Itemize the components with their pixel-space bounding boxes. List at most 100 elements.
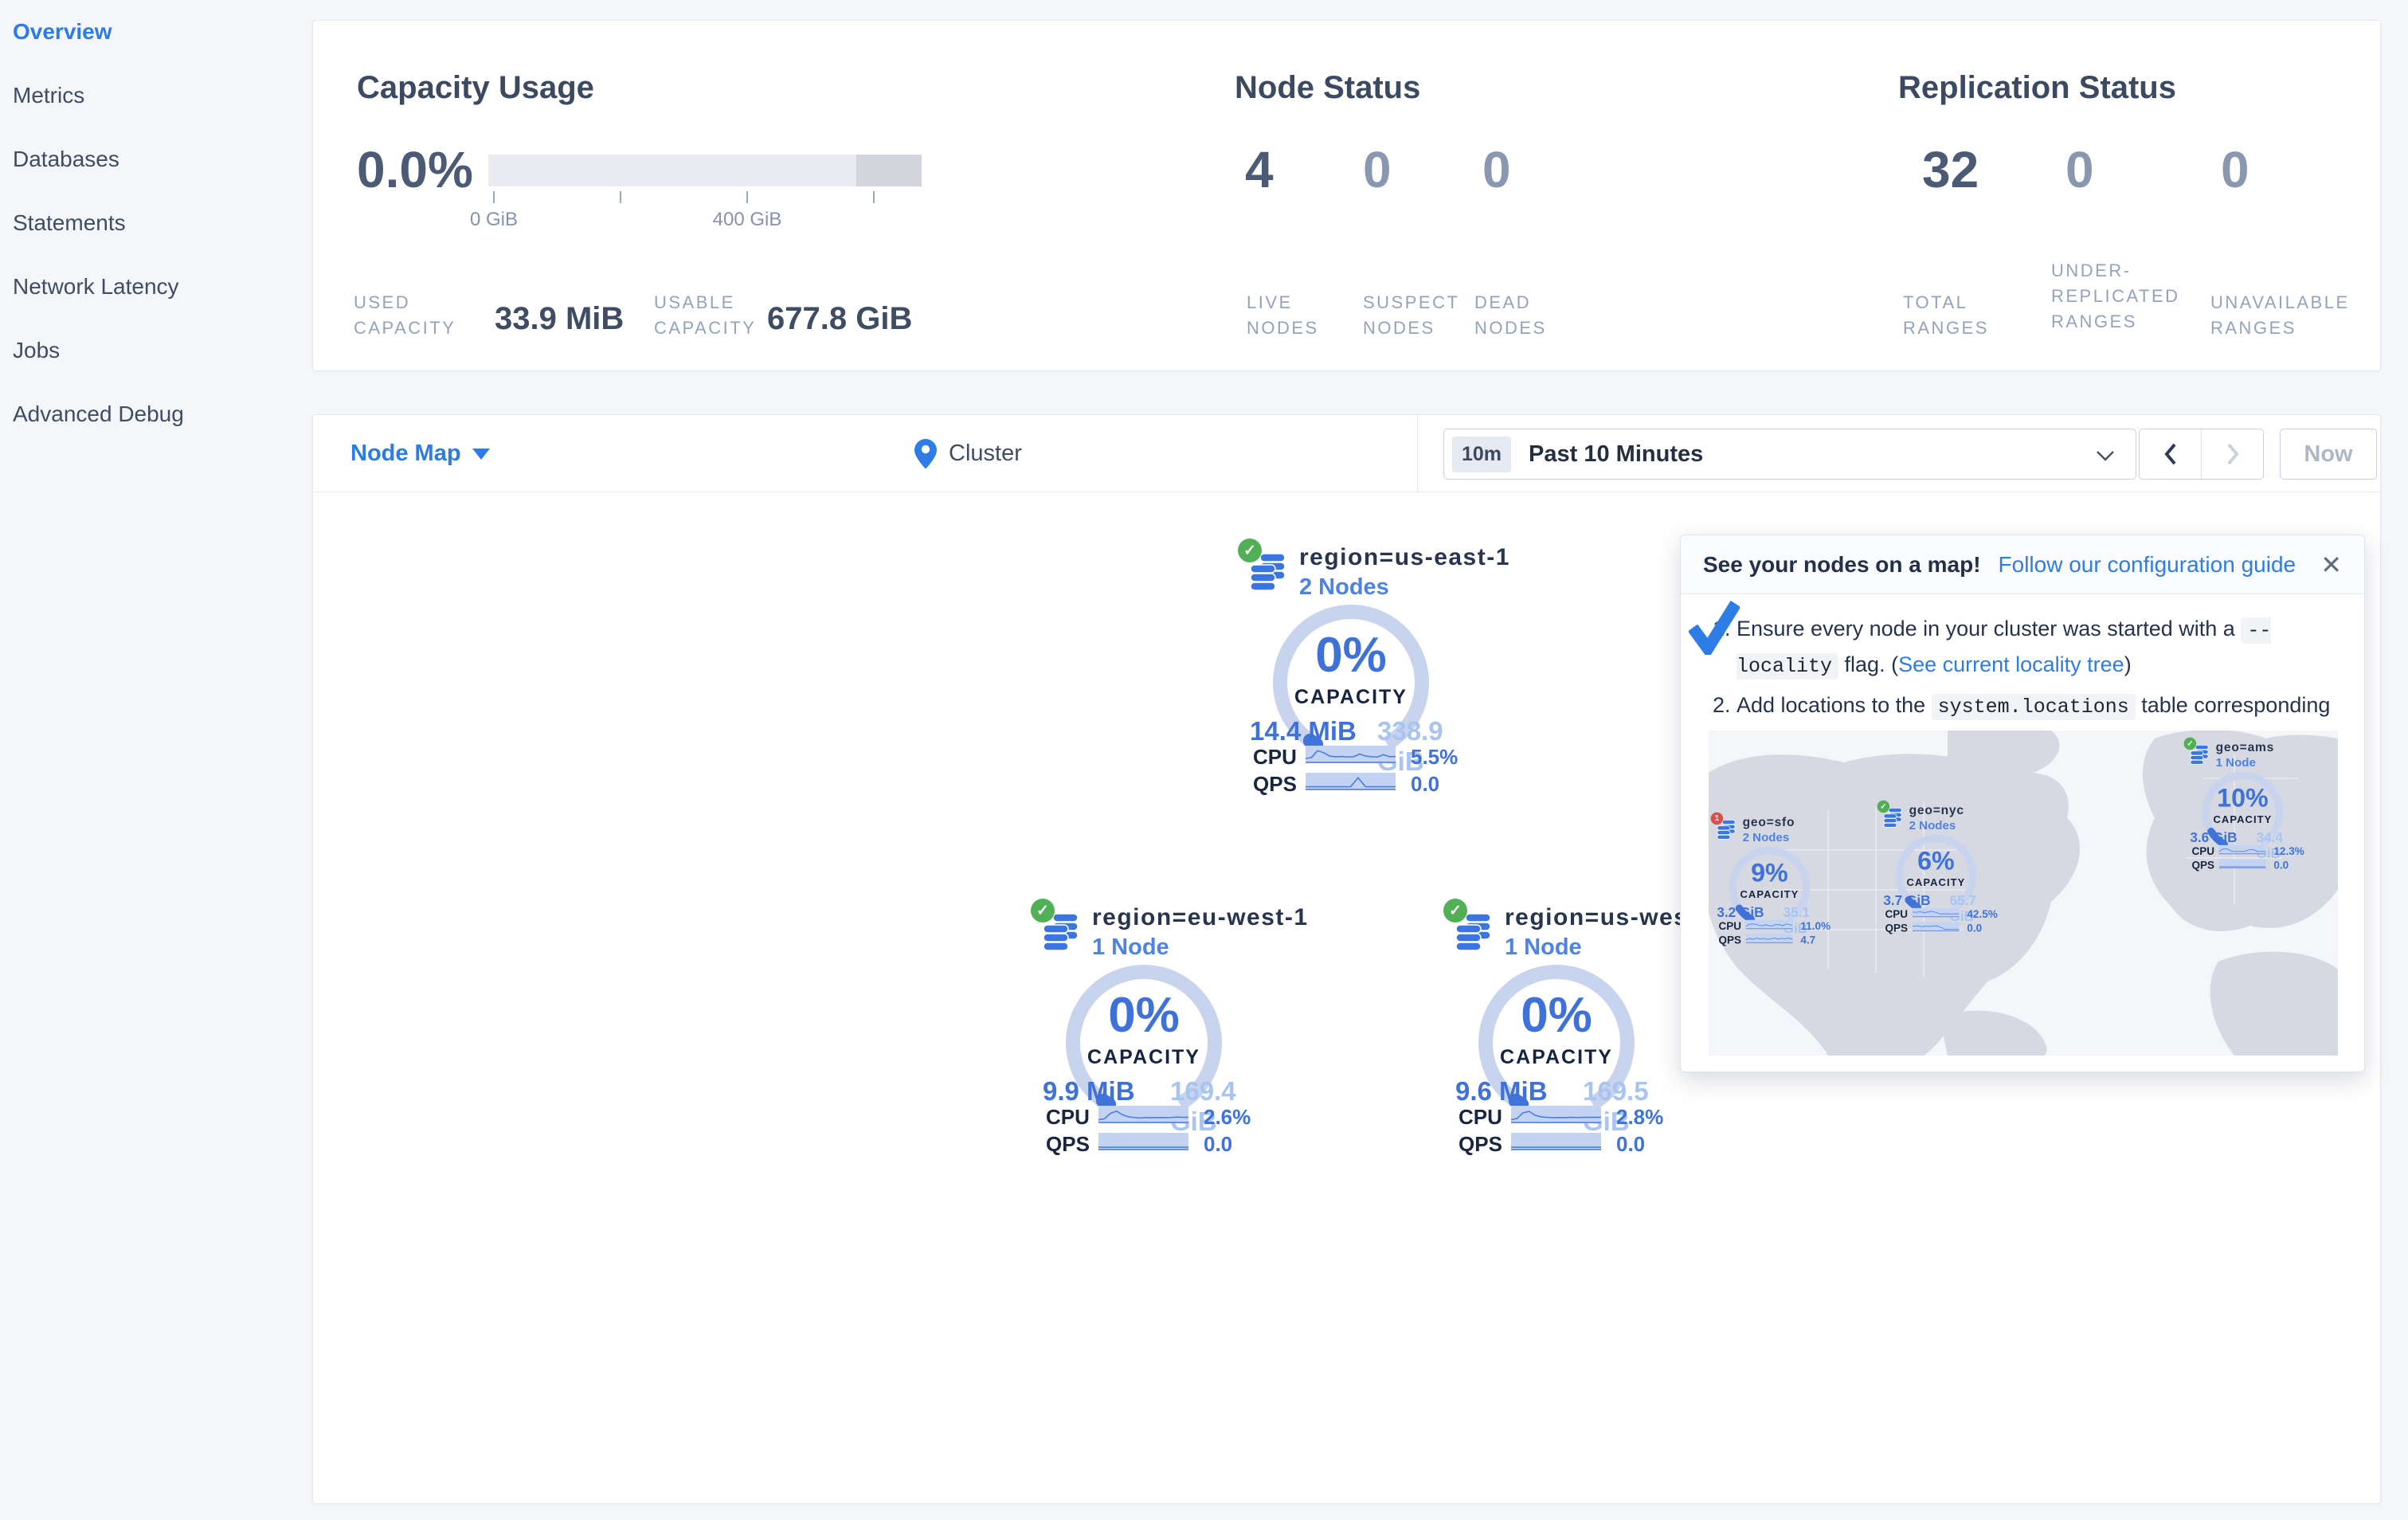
cpu-sparkline	[1912, 907, 1960, 918]
locality-name: region=us-east-1	[1299, 544, 1510, 570]
locality-node-card[interactable]: ✓ region=us-east-1 2 Nodes 0%	[1235, 535, 1509, 805]
under-replicated-label: UNDER-REPLICATED RANGES	[2051, 261, 2180, 331]
region-eu-west-1-card[interactable]: ✓ region=eu-west-1 1 Node 0% C	[1028, 895, 1307, 1165]
geo-ams-card[interactable]: ✓ geo=ams 1 Node 10% CAPACITY	[2183, 735, 2307, 876]
healthy-check-icon: ✓	[1031, 899, 1055, 923]
time-nav-arrows	[2139, 429, 2264, 480]
breadcrumb[interactable]: Cluster	[914, 415, 1022, 492]
time-range-label: Past 10 Minutes	[1529, 441, 1704, 467]
used-capacity-value: 9.9 MiB	[1043, 1076, 1135, 1106]
cpu-value: 42.5%	[1967, 907, 1998, 920]
time-range-badge: 10m	[1452, 436, 1512, 472]
capacity-gauge: 0% CAPACITY	[1064, 963, 1224, 1122]
used-capacity-value: 3.2 GiB	[1717, 904, 1764, 920]
map-pin-icon	[914, 438, 937, 468]
cpu-sparkline	[1511, 1106, 1601, 1123]
view-mode-dropdown[interactable]: Node Map	[350, 415, 490, 492]
qps-label: QPS	[1885, 921, 1908, 934]
region-us-east-1-card[interactable]: ✓ region=us-east-1 2 Nodes 0%	[1235, 535, 1509, 805]
qps-sparkline	[1098, 1133, 1188, 1150]
unavailable-count: 0	[2221, 141, 2249, 198]
node-map-panel: Node Map Cluster 10m Past 10 Minutes	[312, 414, 2381, 1504]
sidebar-item-statements[interactable]: Statements	[13, 210, 126, 235]
qps-value: 0.0	[1616, 1132, 1646, 1156]
locality-node-card[interactable]: ✓ region=eu-west-1 1 Node 0% C	[1028, 895, 1307, 1165]
unavailable-label: UNAVAILABLE RANGES	[2210, 292, 2350, 338]
locality-nodes-link[interactable]: 2 Nodes	[1742, 831, 1790, 844]
suspect-nodes-count: 0	[1363, 141, 1392, 198]
capacity-gauge: 10% CAPACITY	[2201, 771, 2284, 854]
capacity-gauge: 0% CAPACITY	[1271, 603, 1431, 762]
healthy-check-icon: ✓	[2183, 737, 2197, 750]
sidebar-item-jobs[interactable]: Jobs	[13, 338, 61, 362]
geo-nyc-card[interactable]: ✓ geo=nyc 2 Nodes 6% CAPACITY	[1876, 798, 2000, 939]
locality-nodes-link[interactable]: 2 Nodes	[1299, 574, 1389, 600]
cpu-label: CPU	[2191, 844, 2214, 857]
usable-capacity-label: USABLE CAPACITY	[654, 292, 757, 338]
geo-sfo-card[interactable]: ✓ 1 geo=sfo 2 Nodes 9% CAPACITY	[1709, 810, 1834, 951]
locality-name: geo=sfo	[1742, 815, 1795, 829]
locality-node-card[interactable]: ✓ region=us-west-1 1 Node 0% C	[1441, 895, 1720, 1165]
dead-nodes-label: DEAD NODES	[1474, 292, 1547, 338]
database-icon	[2190, 745, 2209, 767]
cpu-value: 5.5%	[1411, 745, 1459, 769]
sidebar-item-advanced-debug[interactable]: Advanced Debug	[13, 402, 184, 426]
locality-node-card[interactable]: ✓ 1 geo=sfo 2 Nodes 9% CAPACITY	[1709, 810, 1834, 951]
qps-value: 0.0	[1411, 772, 1440, 796]
region-us-west-1-card[interactable]: ✓ region=us-west-1 1 Node 0% C	[1441, 895, 1720, 1165]
locality-node-card[interactable]: ✓ geo=ams 1 Node 10% CAPACITY	[2183, 735, 2307, 876]
map-toolbar: Node Map Cluster 10m Past 10 Minutes	[313, 415, 2380, 492]
cpu-label: CPU	[1459, 1105, 1502, 1129]
capacity-label: CAPACITY	[2213, 813, 2273, 826]
locality-tree-link[interactable]: See current locality tree	[1898, 652, 2124, 676]
capacity-label: CAPACITY	[1500, 1046, 1613, 1068]
capacity-gauge: 6% CAPACITY	[1894, 834, 1977, 917]
live-nodes-label: LIVE NODES	[1247, 292, 1319, 338]
qps-sparkline	[1306, 773, 1396, 790]
chevron-right-icon	[2226, 443, 2239, 465]
locality-name: geo=ams	[2215, 740, 2275, 754]
database-icon	[1717, 820, 1736, 842]
locality-nodes-link[interactable]: 1 Node	[1092, 934, 1169, 960]
healthy-check-icon: ✓	[1443, 899, 1467, 923]
qps-sparkline	[1912, 922, 1960, 931]
suspect-nodes-label: SUSPECT NODES	[1363, 292, 1460, 338]
time-range-select[interactable]: 10m Past 10 Minutes	[1443, 429, 2136, 480]
next-interval-button[interactable]	[2202, 429, 2263, 479]
popup-title: See your nodes on a map!	[1703, 551, 1981, 577]
locality-nodes-link[interactable]: 1 Node	[2215, 756, 2256, 770]
qps-label: QPS	[1459, 1132, 1502, 1156]
warning-count-badge: 1	[1710, 812, 1724, 825]
sidebar-item-metrics[interactable]: Metrics	[13, 83, 85, 108]
sidebar: Overview Metrics Databases Statements Ne…	[0, 0, 314, 1520]
qps-label: QPS	[2191, 858, 2214, 872]
total-ranges-count: 32	[1922, 141, 1979, 198]
cpu-value: 12.3%	[2273, 844, 2304, 857]
sidebar-item-databases[interactable]: Databases	[13, 147, 119, 171]
total-ranges-label: TOTAL RANGES	[1903, 292, 1989, 338]
axis-tick	[746, 191, 748, 203]
locality-nodes-link[interactable]: 2 Nodes	[1909, 819, 1956, 832]
previous-interval-button[interactable]	[2140, 429, 2202, 479]
qps-label: QPS	[1718, 933, 1741, 946]
toolbar-divider	[1417, 415, 1418, 492]
locality-nodes-link[interactable]: 1 Node	[1505, 934, 1582, 960]
node-status-title: Node Status	[1235, 70, 1421, 105]
capacity-label: CAPACITY	[1906, 876, 1966, 889]
chevron-left-icon	[2163, 443, 2176, 465]
sidebar-item-network-latency[interactable]: Network Latency	[13, 274, 179, 299]
sidebar-item-overview[interactable]: Overview	[13, 19, 112, 44]
locality-node-card[interactable]: ✓ geo=nyc 2 Nodes 6% CAPACITY	[1876, 798, 2000, 939]
database-icon	[1455, 913, 1492, 956]
configuration-guide-link[interactable]: Follow our configuration guide	[1998, 551, 2296, 577]
cpu-sparkline	[2218, 844, 2266, 855]
qps-label: QPS	[1253, 772, 1297, 796]
now-button[interactable]: Now	[2280, 429, 2377, 480]
used-capacity-value: 33.9 MiB	[495, 301, 625, 336]
chevron-down-icon	[2097, 451, 2114, 461]
database-icon	[1883, 808, 1902, 830]
cpu-sparkline	[1098, 1106, 1188, 1123]
system-locations-code: system.locations	[1931, 694, 2136, 720]
close-icon[interactable]: ✕	[2320, 550, 2342, 579]
used-capacity-value: 3.6 GiB	[2190, 829, 2238, 845]
